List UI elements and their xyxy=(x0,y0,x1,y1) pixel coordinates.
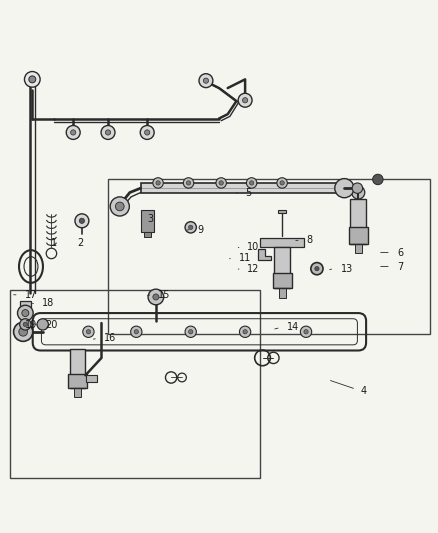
Circle shape xyxy=(153,177,163,188)
Circle shape xyxy=(79,218,85,223)
Circle shape xyxy=(243,329,247,334)
Bar xyxy=(277,262,287,279)
Circle shape xyxy=(37,319,48,330)
Circle shape xyxy=(216,177,226,188)
Circle shape xyxy=(116,202,124,211)
Circle shape xyxy=(203,78,208,83)
Text: 11: 11 xyxy=(239,253,251,263)
Circle shape xyxy=(153,294,159,300)
Bar xyxy=(274,247,290,286)
Bar xyxy=(141,183,341,193)
Text: 13: 13 xyxy=(341,264,353,273)
Text: 10: 10 xyxy=(247,242,260,252)
Circle shape xyxy=(145,130,150,135)
Text: 5: 5 xyxy=(245,188,251,198)
Circle shape xyxy=(29,76,36,83)
Circle shape xyxy=(311,263,323,275)
Bar xyxy=(144,232,151,237)
Circle shape xyxy=(75,214,89,228)
Circle shape xyxy=(185,222,196,233)
Circle shape xyxy=(20,319,31,330)
Text: 8: 8 xyxy=(306,236,312,245)
Circle shape xyxy=(250,181,254,185)
Text: 12: 12 xyxy=(247,264,260,273)
Text: 18: 18 xyxy=(42,298,54,309)
Text: 2: 2 xyxy=(78,238,84,247)
Circle shape xyxy=(106,130,111,135)
Bar xyxy=(279,288,286,298)
Circle shape xyxy=(110,197,129,216)
Circle shape xyxy=(219,181,223,185)
Circle shape xyxy=(148,289,164,305)
Circle shape xyxy=(188,225,193,230)
Text: 4: 4 xyxy=(360,385,367,395)
Circle shape xyxy=(184,177,194,188)
Circle shape xyxy=(186,181,191,185)
Bar xyxy=(350,199,366,240)
Text: 1: 1 xyxy=(51,238,57,247)
Bar xyxy=(20,301,31,306)
Circle shape xyxy=(131,326,142,337)
Circle shape xyxy=(280,181,284,185)
Bar xyxy=(68,375,87,389)
Text: 17: 17 xyxy=(25,290,37,300)
Bar xyxy=(141,210,154,232)
Circle shape xyxy=(277,177,287,188)
Circle shape xyxy=(304,329,308,334)
Circle shape xyxy=(140,125,154,140)
Text: 20: 20 xyxy=(45,320,57,330)
Circle shape xyxy=(352,186,365,199)
Circle shape xyxy=(66,125,80,140)
Bar xyxy=(86,375,97,382)
Bar xyxy=(349,228,368,244)
Circle shape xyxy=(14,322,33,341)
Circle shape xyxy=(83,326,94,337)
Text: 14: 14 xyxy=(286,322,299,333)
Circle shape xyxy=(18,305,33,321)
Text: 7: 7 xyxy=(397,262,404,271)
Polygon shape xyxy=(260,238,304,247)
Circle shape xyxy=(315,266,319,271)
Bar xyxy=(70,349,85,386)
Text: 3: 3 xyxy=(147,214,153,224)
Circle shape xyxy=(300,326,312,337)
Bar xyxy=(74,389,81,397)
Circle shape xyxy=(188,329,193,334)
Text: 9: 9 xyxy=(197,224,203,235)
Bar xyxy=(108,180,430,334)
Circle shape xyxy=(134,329,138,334)
Circle shape xyxy=(86,329,91,334)
Circle shape xyxy=(373,174,383,184)
Circle shape xyxy=(156,181,160,185)
Bar xyxy=(10,290,260,478)
Circle shape xyxy=(22,310,29,317)
Circle shape xyxy=(71,130,76,135)
Circle shape xyxy=(352,183,363,193)
Circle shape xyxy=(238,93,252,107)
Circle shape xyxy=(101,125,115,140)
Text: 16: 16 xyxy=(104,333,116,343)
Circle shape xyxy=(25,71,40,87)
Circle shape xyxy=(243,98,248,103)
Polygon shape xyxy=(258,249,271,260)
Circle shape xyxy=(247,177,257,188)
Circle shape xyxy=(199,74,213,87)
Circle shape xyxy=(335,179,354,198)
Circle shape xyxy=(23,322,28,327)
Text: 6: 6 xyxy=(397,247,403,257)
Circle shape xyxy=(240,326,251,337)
Bar xyxy=(272,273,292,288)
Circle shape xyxy=(185,326,196,337)
Text: 19: 19 xyxy=(25,320,38,330)
Bar xyxy=(278,210,286,213)
Circle shape xyxy=(19,327,28,336)
Text: 15: 15 xyxy=(158,290,170,300)
Bar xyxy=(355,244,362,254)
